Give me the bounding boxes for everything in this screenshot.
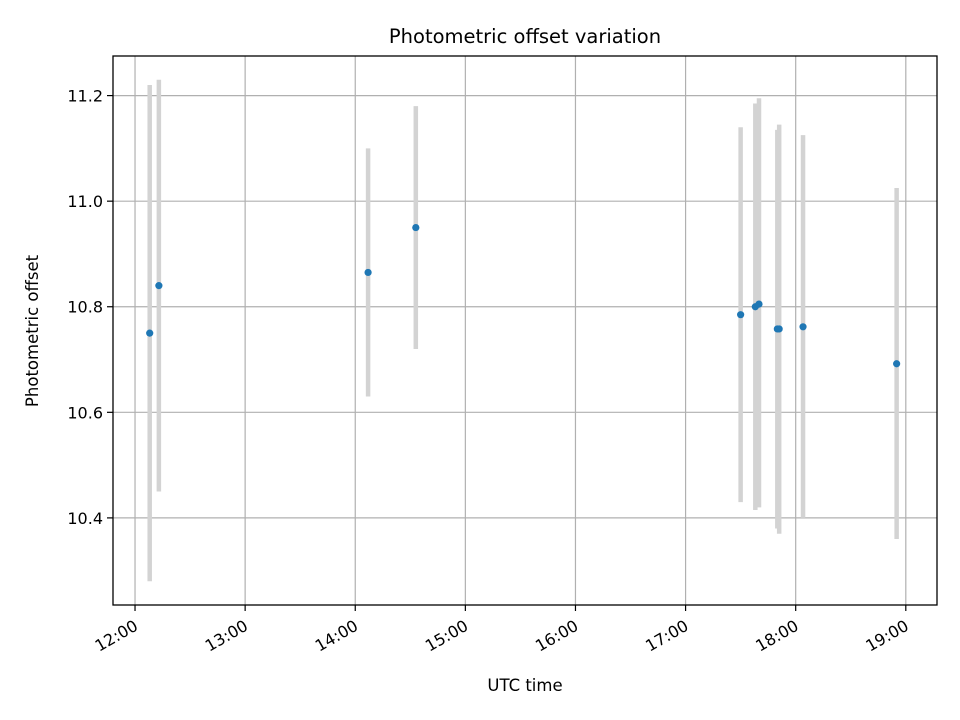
data-point <box>737 311 745 319</box>
data-point <box>893 360 901 368</box>
x-tick-label: 14:00 <box>312 616 361 656</box>
data-points <box>146 223 901 368</box>
error-bars <box>147 79 899 582</box>
y-tick-label: 10.4 <box>67 509 103 528</box>
data-point <box>155 282 163 290</box>
grid <box>113 56 937 605</box>
data-point <box>364 268 372 277</box>
data-point <box>775 325 783 333</box>
y-tick-label: 11.0 <box>67 192 103 211</box>
data-point <box>755 300 763 308</box>
y-tick-label: 10.6 <box>67 403 103 422</box>
plot-frame <box>112 55 938 606</box>
x-tick-label: 19:00 <box>862 616 911 656</box>
x-tick-label: 13:00 <box>202 616 251 656</box>
y-tick-label: 11.2 <box>67 87 103 106</box>
data-point <box>146 329 154 337</box>
x-tick-label: 17:00 <box>642 616 691 656</box>
y-axis-label: Photometric offset <box>23 254 42 407</box>
x-axis-ticks: 12:00 13:00 14:00 15:00 16:00 17:00 18:00 19:00 <box>92 605 912 656</box>
data-point <box>412 223 420 232</box>
x-axis-label: UTC time <box>487 676 562 695</box>
x-tick-label: 15:00 <box>422 616 471 656</box>
data-point <box>799 323 807 331</box>
chart-title: Photometric offset variation <box>389 25 661 48</box>
y-tick-label: 10.8 <box>67 298 103 317</box>
y-axis-ticks: 10.4 10.6 10.8 11.0 11.2 <box>67 87 113 528</box>
x-tick-label: 12:00 <box>92 616 141 656</box>
x-tick-label: 16:00 <box>532 616 581 656</box>
x-tick-label: 18:00 <box>752 616 801 656</box>
